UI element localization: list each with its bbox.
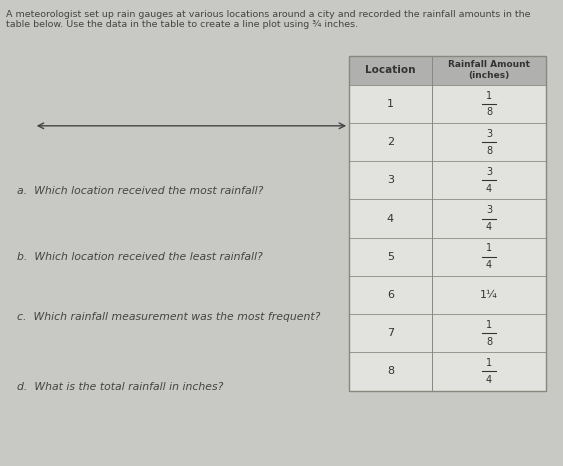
Text: 6: 6 <box>387 290 394 300</box>
Bar <box>349 276 546 314</box>
Text: c.  Which rainfall measurement was the most frequent?: c. Which rainfall measurement was the mo… <box>17 312 320 322</box>
Text: 8: 8 <box>486 145 492 156</box>
Text: 8: 8 <box>486 107 492 117</box>
Text: 8: 8 <box>387 366 394 377</box>
Text: 4: 4 <box>486 184 492 194</box>
Text: 3: 3 <box>486 167 492 177</box>
Text: 2: 2 <box>387 137 394 147</box>
Bar <box>349 199 546 238</box>
Text: 3: 3 <box>486 129 492 139</box>
Bar <box>349 56 546 85</box>
Text: A meteorologist set up rain gauges at various locations around a city and record: A meteorologist set up rain gauges at va… <box>6 10 530 19</box>
Text: Rainfall Amount
(inches): Rainfall Amount (inches) <box>448 60 530 81</box>
Text: 5: 5 <box>387 252 394 262</box>
Bar <box>349 314 546 352</box>
Text: 3: 3 <box>486 205 492 215</box>
Text: 7: 7 <box>387 328 394 338</box>
Text: 1: 1 <box>486 358 492 368</box>
Text: 4: 4 <box>387 213 394 224</box>
Text: 4: 4 <box>486 222 492 232</box>
Text: b.  Which location received the least rainfall?: b. Which location received the least rai… <box>17 252 263 261</box>
Text: table below. Use the data in the table to create a line plot using ¾ inches.: table below. Use the data in the table t… <box>6 20 358 29</box>
Text: 3: 3 <box>387 175 394 185</box>
Bar <box>349 123 546 161</box>
Text: 1: 1 <box>486 243 492 254</box>
Text: 1: 1 <box>486 320 492 330</box>
Bar <box>349 161 546 199</box>
Text: 1: 1 <box>387 99 394 109</box>
Bar <box>349 352 546 391</box>
Bar <box>349 238 546 276</box>
Text: a.  Which location received the most rainfall?: a. Which location received the most rain… <box>17 186 263 196</box>
Text: Location: Location <box>365 65 415 75</box>
Text: 8: 8 <box>486 336 492 347</box>
Text: 1: 1 <box>486 90 492 101</box>
Text: 1¼: 1¼ <box>480 290 498 300</box>
Text: 4: 4 <box>486 375 492 385</box>
Text: d.  What is the total rainfall in inches?: d. What is the total rainfall in inches? <box>17 382 224 392</box>
Text: 4: 4 <box>486 260 492 270</box>
Bar <box>349 56 546 391</box>
Bar <box>349 85 546 123</box>
